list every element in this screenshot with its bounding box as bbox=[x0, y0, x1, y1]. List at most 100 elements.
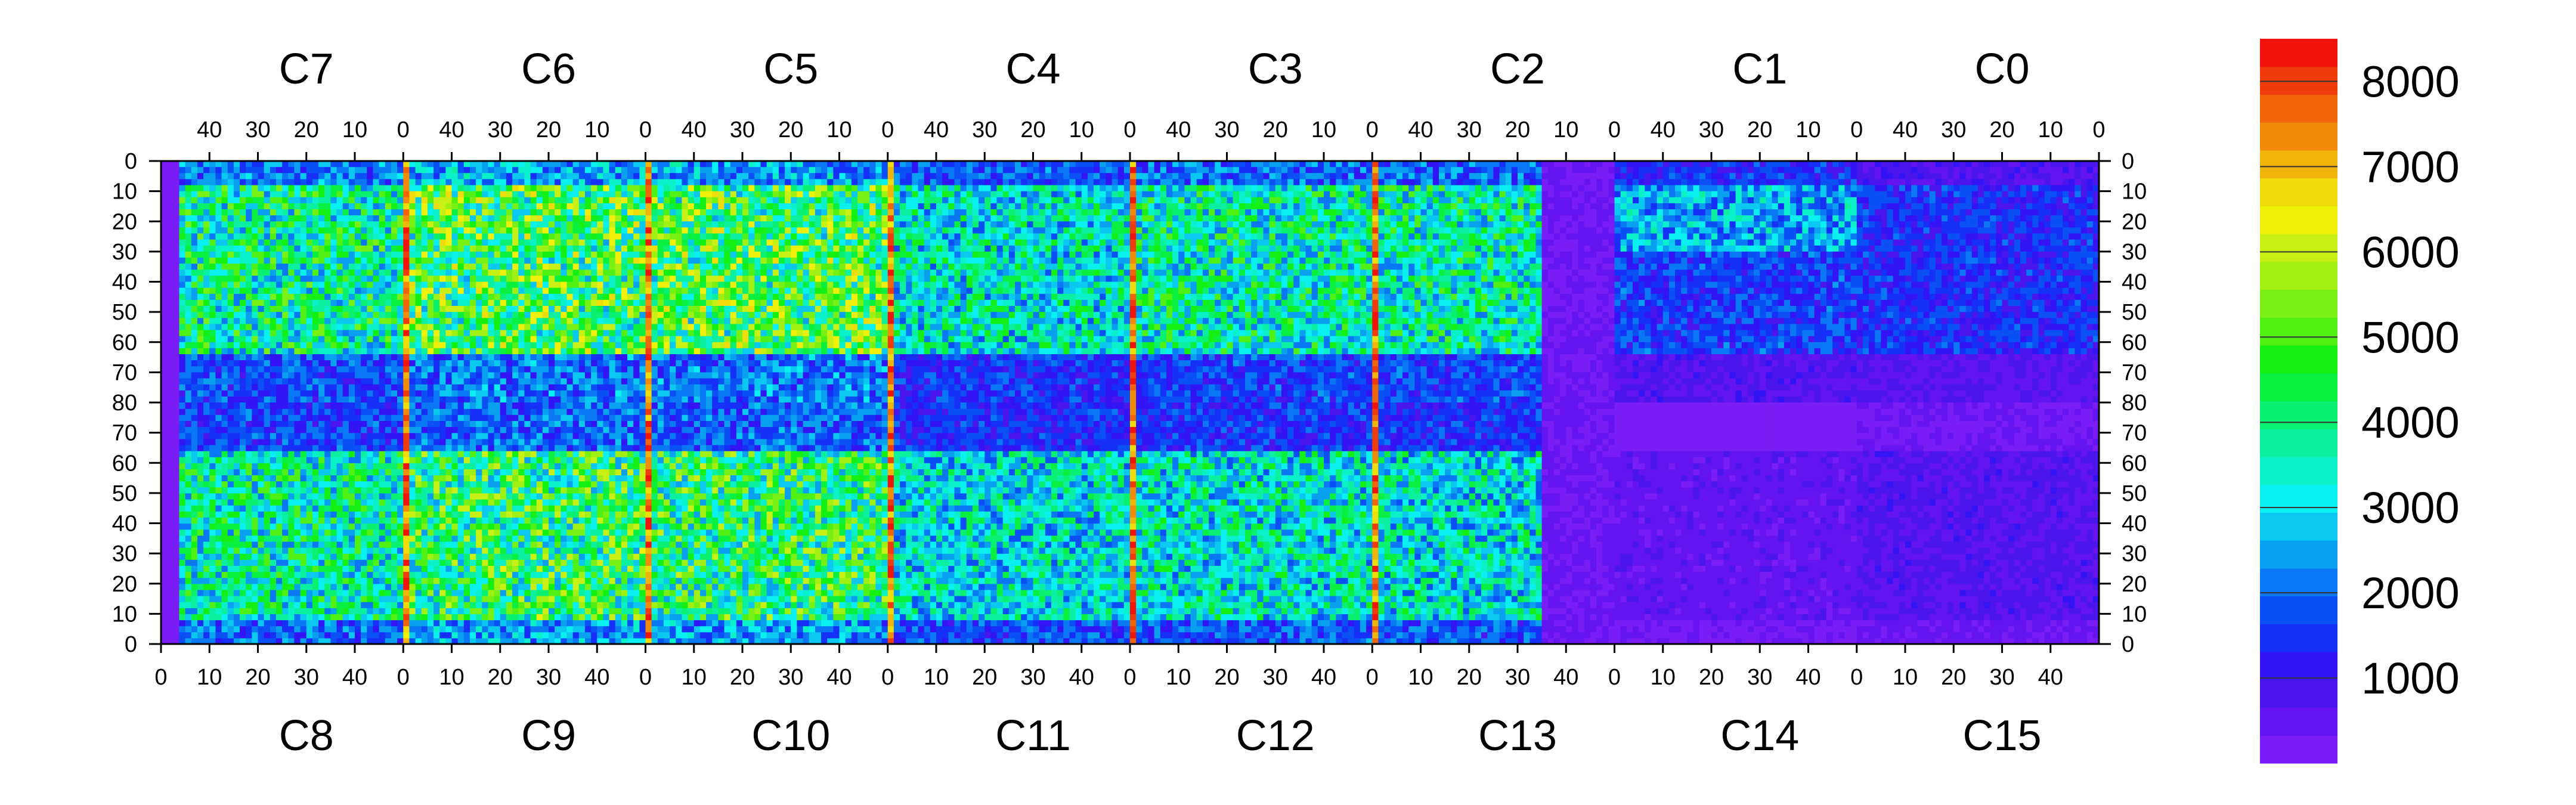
heatmap-cell bbox=[294, 354, 301, 361]
heatmap-cell bbox=[591, 620, 597, 627]
heatmap-cell bbox=[185, 330, 192, 337]
heatmap-cell bbox=[203, 288, 210, 295]
heatmap-cell bbox=[294, 282, 301, 289]
heatmap-cell bbox=[349, 385, 355, 391]
heatmap-cell bbox=[306, 481, 313, 488]
heatmap-cell bbox=[488, 397, 494, 403]
heatmap-cell bbox=[633, 632, 640, 639]
heatmap-cell bbox=[397, 420, 404, 427]
heatmap-cell bbox=[179, 179, 185, 185]
heatmap-cell bbox=[397, 457, 404, 463]
heatmap-cell bbox=[294, 499, 301, 506]
heatmap-cell bbox=[397, 306, 404, 312]
heatmap-cell bbox=[379, 439, 386, 445]
heatmap-cell bbox=[179, 161, 185, 168]
heatmap-cell bbox=[439, 167, 446, 174]
heatmap-cell bbox=[234, 385, 240, 391]
heatmap-cell bbox=[409, 318, 416, 324]
heatmap-cell bbox=[488, 246, 494, 252]
heatmap-cell bbox=[566, 614, 573, 620]
heatmap-cell bbox=[294, 530, 301, 536]
heatmap-cell bbox=[476, 385, 482, 391]
heatmap-cell bbox=[179, 234, 185, 240]
heatmap-cell bbox=[203, 360, 210, 367]
heatmap-cell bbox=[464, 282, 470, 289]
heatmap-cell bbox=[470, 348, 476, 355]
heatmap-cell bbox=[470, 300, 476, 306]
heatmap-cell bbox=[185, 348, 192, 355]
heatmap-cell bbox=[203, 282, 210, 289]
heatmap-cell bbox=[639, 246, 646, 252]
heatmap-cell bbox=[639, 240, 646, 246]
heatmap-cell bbox=[203, 524, 210, 530]
heatmap-cell bbox=[403, 318, 410, 324]
heatmap-cell bbox=[173, 626, 179, 633]
heatmap-cell bbox=[633, 161, 640, 168]
heatmap-cell bbox=[500, 312, 507, 318]
heatmap-cell bbox=[566, 167, 573, 174]
heatmap-cell bbox=[282, 246, 289, 252]
heatmap-cell bbox=[288, 306, 295, 312]
heatmap-cell bbox=[301, 553, 307, 560]
heatmap-cell bbox=[355, 197, 361, 204]
heatmap-cell bbox=[639, 294, 646, 301]
heatmap-cell bbox=[191, 547, 198, 554]
heatmap-cell bbox=[434, 173, 440, 179]
heatmap-cell bbox=[633, 391, 640, 397]
heatmap-cell bbox=[518, 632, 525, 639]
heatmap-cell bbox=[288, 584, 295, 590]
heatmap-cell bbox=[167, 179, 174, 185]
heatmap-cell bbox=[373, 457, 379, 463]
heatmap-cell bbox=[324, 414, 331, 421]
heatmap-cell bbox=[361, 203, 367, 210]
heatmap-cell bbox=[439, 258, 446, 264]
heatmap-cell bbox=[288, 463, 295, 469]
heatmap-cell bbox=[234, 511, 240, 518]
heatmap-cell bbox=[355, 559, 361, 566]
heatmap-cell bbox=[566, 252, 573, 258]
heatmap-cell bbox=[343, 227, 349, 234]
heatmap-cell bbox=[615, 191, 622, 198]
heatmap-cell bbox=[349, 433, 355, 439]
heatmap-cell bbox=[434, 318, 440, 324]
heatmap-cell bbox=[191, 565, 198, 572]
heatmap-cell bbox=[561, 391, 567, 397]
heatmap-cell bbox=[367, 312, 373, 318]
heatmap-cell bbox=[191, 391, 198, 397]
heatmap-cell bbox=[258, 511, 265, 518]
heatmap-cell bbox=[379, 505, 386, 512]
heatmap-cell bbox=[209, 614, 216, 620]
heatmap-cell bbox=[270, 632, 277, 639]
heatmap-cell bbox=[597, 379, 603, 385]
heatmap-cell bbox=[301, 632, 307, 639]
heatmap-cell bbox=[258, 167, 265, 174]
heatmap-cell bbox=[470, 234, 476, 240]
heatmap-cell bbox=[445, 258, 452, 264]
heatmap-cell bbox=[258, 246, 265, 252]
heatmap-cell bbox=[355, 565, 361, 572]
heatmap-cell bbox=[585, 336, 592, 343]
heatmap-cell bbox=[367, 530, 373, 536]
heatmap-cell bbox=[537, 173, 543, 179]
heatmap-cell bbox=[252, 173, 258, 179]
heatmap-cell bbox=[349, 511, 355, 518]
heatmap-cell bbox=[197, 427, 204, 434]
heatmap-cell bbox=[343, 433, 349, 439]
heatmap-cell bbox=[549, 161, 555, 168]
heatmap-cell bbox=[246, 451, 252, 457]
heatmap-cell bbox=[428, 252, 434, 258]
heatmap-cell bbox=[488, 288, 494, 295]
heatmap-cell bbox=[518, 240, 525, 246]
heatmap-cell bbox=[379, 572, 386, 578]
heatmap-cell bbox=[391, 240, 398, 246]
heatmap-cell bbox=[240, 402, 246, 409]
heatmap-cell bbox=[173, 451, 179, 457]
heatmap-cell bbox=[434, 275, 440, 282]
heatmap-cell bbox=[615, 294, 622, 301]
heatmap-cell bbox=[633, 258, 640, 264]
heatmap-cell bbox=[639, 275, 646, 282]
heatmap-cell bbox=[246, 246, 252, 252]
heatmap-cell bbox=[312, 427, 319, 434]
heatmap-cell bbox=[445, 385, 452, 391]
heatmap-cell bbox=[566, 385, 573, 391]
